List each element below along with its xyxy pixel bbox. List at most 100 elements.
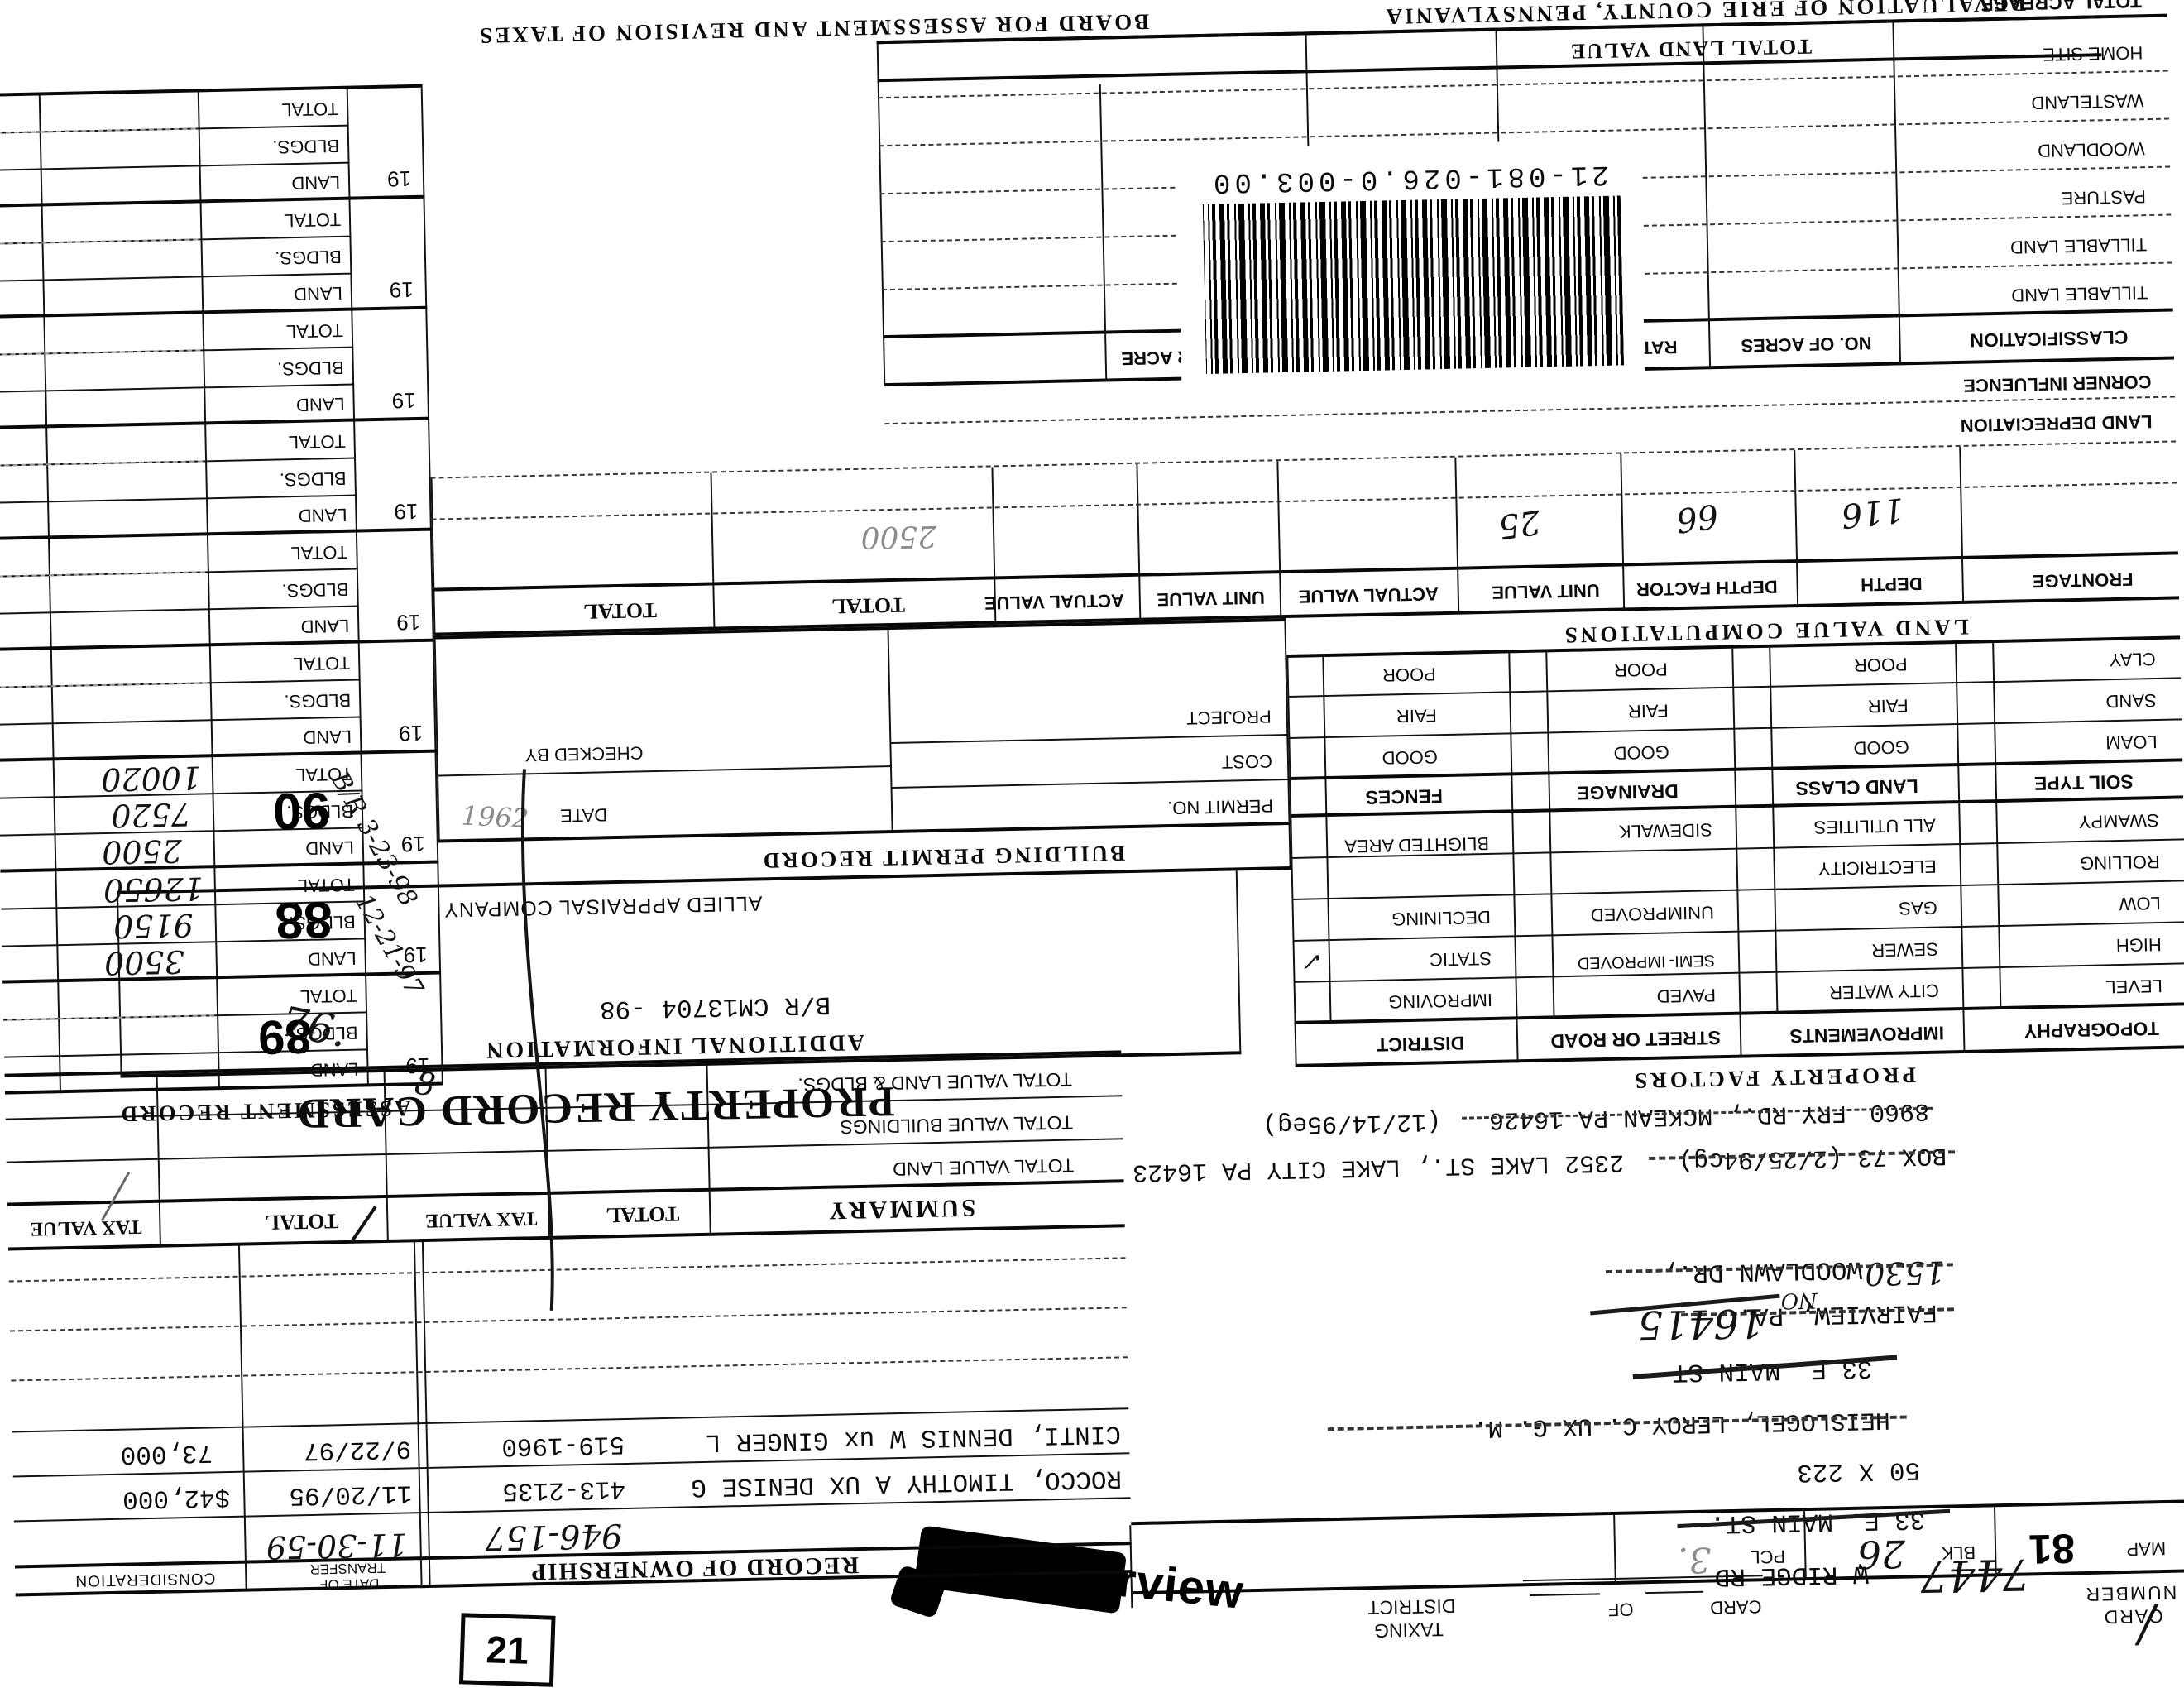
own-row2-amount: $42,000 [122,1481,231,1513]
pf-v-col4 [1286,657,1297,1067]
pf-v-col1 [1955,644,1966,1053]
pf-semi-improved: SEMI- IMPROVED [1577,951,1716,972]
as-box2-value-land: 3500 [103,943,185,982]
pf-soil-type-header: SOIL TYPE [2033,770,2134,795]
pf-col4-header: DISTRICT [1376,1032,1465,1056]
as-box2-stamp: 88 [275,890,333,949]
card-of-label-of: OF [1607,1599,1634,1621]
as-box7-year: 19 [391,388,416,414]
as-box2-value-total: 12650 [103,870,204,909]
pf-lc-fair: FAIR [1867,695,1909,717]
lc-v2 [1794,450,1799,608]
as-box7-land: LAND [295,393,345,416]
as-box5-total: TOTAL [290,541,348,564]
taxing-district-label-1: TAXING [1373,1618,1444,1642]
sum-col1-total: TOTAL [606,1201,680,1228]
sum-row1-label: TOTAL VALUE LAND [892,1154,1075,1181]
assessment-title: ASSESSMENT RECORD [118,1096,411,1127]
tlv-top [877,53,2102,83]
bp-project-label: PROJECT [1185,706,1272,729]
lc-hand-factor: 66 [1674,496,1721,539]
as-box9-total: TOTAL [281,98,339,121]
barcode [1202,195,1625,374]
pf-col2-header: IMPROVEMENTS [1789,1022,1945,1048]
ai-box-bottom [116,866,1291,894]
sum-top-line [7,1224,1125,1251]
pf-lc-poor: POOR [1853,654,1908,676]
bp-cost-label: COST [1221,750,1273,773]
as-box2-land: LAND [307,947,357,970]
building-permit-title: BUILDING PERMIT RECORD [760,841,1126,874]
pf-clay: CLAY [2109,649,2156,671]
total-land-value-label: TOTAL LAND VALUE [1569,34,1813,64]
pf-fn-fair: FAIR [1396,705,1438,727]
as-dash-1 [7,1014,215,1021]
as-box5-land: LAND [300,615,350,637]
summary-title: SUMMARY [826,1194,976,1225]
own-row2-date: 11/20/95 [289,1478,413,1510]
as-box6-l1 [0,494,357,504]
as-dash-7 [0,127,196,134]
as-box3-year: 19 [400,831,426,857]
lc-v6 [1136,463,1142,621]
as-b8 [0,194,425,208]
cls-tillable-2: TILLABLE LAND [2009,234,2148,258]
own-row1-date: 11-30-59 [266,1526,409,1566]
own-row2-book: 413-2135 [502,1473,626,1506]
own-row3-book: 519-1960 [500,1428,625,1461]
as-dash-6 [0,238,199,245]
addr-fry-note: (12/14/95eg) [1262,1106,1442,1139]
own-v-date-a [421,1240,431,1588]
pf-low: LOW [2119,892,2162,915]
pf-swampy: SWAMPY [2078,809,2159,833]
as-b9 [0,84,423,97]
as-box4-bldgs: BLDGS. [284,689,352,712]
pf-dr-good: GOOD [1613,741,1670,764]
pf-sewer: SEWER [1870,938,1939,961]
taxing-district-label-2: DISTRICT [1367,1595,1456,1619]
bp-permit-no-label: PERMIT NO. [1166,795,1274,819]
sum-col2-taxvalue: TAX VALUE [424,1207,538,1231]
as-box3-land: LAND [304,837,355,859]
lc-v8 [710,472,716,631]
as-box5-bldgs: BLDGS. [281,578,349,602]
addr-woodlawn-no-hand: NO [1780,1287,1818,1313]
as-box6-year: 19 [394,498,419,525]
cls-tillable-1: TILLABLE LAND [2011,282,2148,306]
as-box4-total: TOTAL [293,652,351,675]
as-box8-year: 19 [389,277,414,303]
as-b7 [0,305,428,319]
sum-col4-taxvalue: TAX VALUE [29,1216,142,1240]
lc-corner-label: CORNER INFLUENCE [1963,372,2152,396]
lc-v4 [1454,457,1460,615]
pf-all-utilities: ALL UTILITIES [1813,814,1937,838]
lc-h-total-1: TOTAL [831,592,906,619]
pf-v-chk2 [1769,647,1779,1014]
addr-lake-city: 2352 LAKE ST., LAKE CITY PA 16423 [1132,1147,1625,1187]
lc-h-unit-value-1: UNIT VALUE [1492,580,1600,603]
as-box5-l1 [0,605,359,615]
pf-city-water: CITY WATER [1828,980,1940,1004]
as-b4 [0,638,434,651]
as-dash-5 [0,349,201,356]
lc-hand-unit: 25 [1496,501,1544,546]
as-box7-l1 [0,383,355,393]
pf-unimproved: UNIMPROVED [1590,902,1715,926]
own-v-cons [237,1244,247,1592]
lc-h-depth: DEPTH [1860,573,1923,596]
pf-sand: SAND [2105,690,2157,712]
as-box1-stamp: 89 [257,1009,313,1065]
own-blank-row-3 [8,1257,1126,1283]
sum-col3-total: TOTAL [265,1209,339,1235]
as-box4-l1 [0,716,362,726]
stamp-21: 21 [458,1613,556,1687]
as-box8-total: TOTAL [283,209,342,232]
as-box3-stamp: 90 [272,781,331,840]
pf-v-chk3 [1545,652,1555,1019]
own-row3-amount: 73,000 [120,1437,213,1469]
as-box8-l1 [0,272,352,282]
card-of-blank-1 [1645,1590,1704,1594]
as-box7-total: TOTAL [285,319,344,343]
as-dash-2 [0,682,208,688]
